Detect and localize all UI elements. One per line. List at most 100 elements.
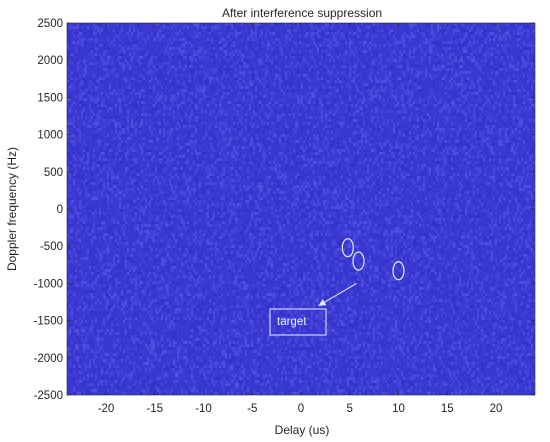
heatmap-cell (185, 65, 187, 68)
heatmap-cell (395, 35, 397, 38)
heatmap-cell (331, 116, 333, 119)
heatmap-cell (357, 125, 359, 128)
heatmap-cell (479, 107, 481, 110)
heatmap-cell (101, 143, 103, 146)
heatmap-cell (275, 59, 277, 62)
heatmap-cell (301, 83, 303, 86)
heatmap-cell (125, 104, 127, 107)
heatmap-cell (523, 101, 525, 104)
heatmap-cell (511, 56, 513, 59)
heatmap-cell (271, 143, 273, 146)
heatmap-cell (283, 107, 285, 110)
heatmap-cell (171, 62, 173, 65)
heatmap-cell (239, 35, 241, 38)
heatmap-cell (371, 80, 373, 83)
heatmap-cell (277, 149, 279, 152)
heatmap-cell (103, 98, 105, 101)
heatmap-cell (217, 26, 219, 29)
heatmap-cell (89, 62, 91, 65)
heatmap-cell (105, 98, 107, 101)
heatmap-cell (177, 128, 179, 131)
heatmap-cell (179, 113, 181, 116)
heatmap-cell (317, 131, 319, 134)
heatmap-cell (149, 104, 151, 107)
heatmap-cell (483, 143, 485, 146)
heatmap-cell (291, 71, 293, 74)
heatmap-cell (491, 35, 493, 38)
heatmap-cell (155, 23, 157, 26)
heatmap-cell (69, 62, 71, 65)
heatmap-cell (527, 29, 529, 32)
heatmap-cell (291, 125, 293, 128)
heatmap-cell (197, 98, 199, 101)
heatmap-cell (415, 74, 417, 77)
heatmap-cell (373, 95, 375, 98)
heatmap-cell (283, 92, 285, 95)
heatmap-cell (367, 86, 369, 89)
heatmap-cell (125, 140, 127, 143)
heatmap-cell (387, 122, 389, 125)
heatmap-cell (425, 146, 427, 149)
heatmap-cell (347, 65, 349, 68)
heatmap-cell (265, 113, 267, 116)
heatmap-cell (291, 23, 293, 26)
heatmap-cell (267, 32, 269, 35)
heatmap-cell (321, 35, 323, 38)
heatmap-cell (295, 149, 297, 152)
heatmap-cell (487, 131, 489, 134)
heatmap-cell (269, 122, 271, 125)
heatmap-cell (333, 44, 335, 47)
heatmap-cell (299, 101, 301, 104)
heatmap-cell (259, 89, 261, 92)
heatmap-cell (437, 41, 439, 44)
heatmap-cell (307, 101, 309, 104)
heatmap-cell (435, 98, 437, 101)
heatmap-cell (79, 107, 81, 110)
heatmap-cell (523, 62, 525, 65)
heatmap-cell (169, 119, 171, 122)
heatmap-cell (527, 74, 529, 77)
heatmap-cell (269, 137, 271, 140)
heatmap-cell (277, 86, 279, 89)
heatmap-cell (163, 59, 165, 62)
heatmap-cell (189, 47, 191, 50)
heatmap-cell (99, 32, 101, 35)
heatmap-cell (87, 68, 89, 71)
heatmap-cell (155, 68, 157, 71)
heatmap-cell (153, 134, 155, 137)
heatmap-cell (285, 137, 287, 140)
heatmap-cell (237, 137, 239, 140)
heatmap-cell (321, 116, 323, 119)
heatmap-cell (505, 68, 507, 71)
heatmap-cell (361, 128, 363, 131)
heatmap-cell (233, 149, 235, 152)
heatmap-cell (361, 131, 363, 134)
heatmap-cell (253, 134, 255, 137)
heatmap-cell (107, 149, 109, 152)
heatmap-cell (87, 107, 89, 110)
heatmap-cell (359, 26, 361, 29)
heatmap-cell (213, 149, 215, 152)
heatmap-cell (119, 101, 121, 104)
heatmap-cell (215, 83, 217, 86)
heatmap-cell (417, 146, 419, 149)
heatmap-cell (105, 116, 107, 119)
heatmap-cell (329, 47, 331, 50)
heatmap-cell (413, 146, 415, 149)
heatmap-cell (197, 125, 199, 128)
heatmap-cell (299, 44, 301, 47)
heatmap-cell (285, 146, 287, 149)
heatmap-cell (161, 95, 163, 98)
heatmap-cell (127, 89, 129, 92)
heatmap-cell (195, 56, 197, 59)
heatmap-cell (193, 89, 195, 92)
heatmap-cell (513, 137, 515, 140)
heatmap-cell (263, 125, 265, 128)
heatmap-cell (407, 134, 409, 137)
heatmap-cell (513, 101, 515, 104)
heatmap-cell (77, 68, 79, 71)
heatmap-cell (305, 68, 307, 71)
heatmap-cell (473, 53, 475, 56)
heatmap-cell (399, 143, 401, 146)
heatmap-cell (71, 59, 73, 62)
